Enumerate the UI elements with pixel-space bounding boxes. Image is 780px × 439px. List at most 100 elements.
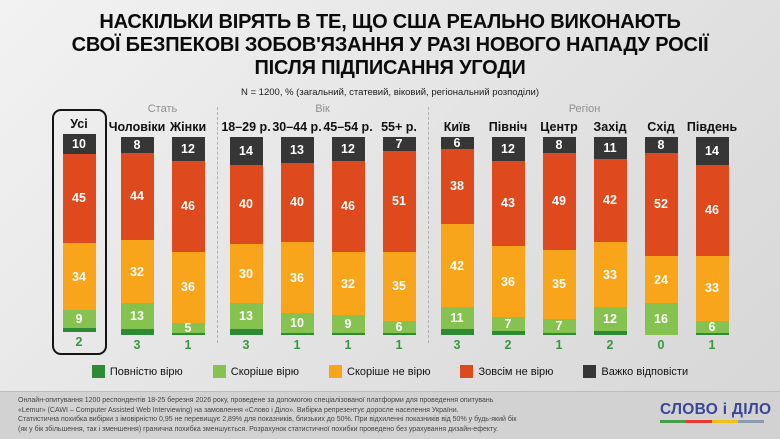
fully-believe-value: 1	[293, 338, 301, 352]
column-label: Центр	[540, 120, 578, 134]
legend-swatch-icon	[91, 365, 105, 378]
segment-totally-no: 40	[229, 164, 263, 244]
group-label: Стать	[147, 103, 178, 115]
bar-column: Північ 12 43 36 7 2	[489, 120, 527, 354]
segment-rather-yes: 11	[440, 307, 474, 330]
segment-totally-no: 51	[382, 150, 416, 252]
logo-underline-segment	[712, 420, 738, 423]
segment-totally-no: 45	[62, 153, 96, 243]
chart-legend: Повністю вірю Скоріше вірю Скоріше не вірю…	[0, 365, 780, 378]
stacked-bar: 13 40 36 10	[280, 137, 314, 335]
segment-hard-to-answer: 8	[120, 137, 154, 153]
bar-column: Захід 11 42 33 12 2	[593, 120, 627, 354]
segment-rather-no: 33	[695, 255, 729, 322]
segment-rather-no: 32	[331, 251, 365, 316]
stacked-bar: 11 42 33 12	[593, 137, 627, 335]
segment-fully-yes	[542, 333, 576, 335]
bar-group: Вік 18–29 р. 14 40 30 13 3 30–44 р. 13 40 36 10 1 45–…	[221, 103, 417, 354]
segment-hard-to-answer: 13	[280, 137, 314, 163]
legend-swatch-icon	[460, 365, 474, 378]
segment-fully-yes	[382, 333, 416, 335]
highlight-box: Усі 10 45 34 9 2	[51, 109, 107, 355]
legend-swatch-icon	[329, 365, 342, 378]
segment-hard-to-answer: 12	[171, 137, 205, 161]
segment-totally-no: 43	[491, 160, 525, 246]
segment-totally-no: 38	[440, 148, 474, 225]
stacked-bar: 8 49 35 7	[542, 137, 576, 335]
segment-rather-no: 34	[62, 242, 96, 311]
segment-rather-yes: 12	[593, 307, 627, 331]
methodology-line-3: Статистична похибка вибірки з імовірніст…	[18, 416, 517, 423]
logo-underline-segment	[660, 420, 686, 423]
group-separator	[427, 107, 429, 343]
legend-swatch-icon	[583, 365, 597, 378]
fully-believe-value: 1	[555, 338, 563, 352]
fully-believe-value: 3	[242, 338, 250, 352]
legend-item: Зовсім не вірю	[460, 365, 553, 378]
bar-column: Усі 10 45 34 9 2	[62, 117, 96, 351]
segment-hard-to-answer: 14	[695, 137, 729, 165]
segment-rather-yes: 16	[644, 303, 678, 335]
group-label: Регіон	[568, 103, 601, 115]
segment-totally-no: 44	[120, 152, 154, 240]
segment-hard-to-answer: 12	[331, 137, 365, 161]
segment-rather-yes: 9	[62, 310, 96, 329]
segment-hard-to-answer: 8	[644, 137, 678, 153]
bar-column: 45–54 р. 12 46 32 9 1	[323, 120, 372, 354]
bar-column: Жінки 12 46 36 5 1	[170, 120, 206, 354]
fully-believe-value: 2	[606, 338, 614, 352]
segment-rather-yes: 13	[229, 303, 263, 330]
segment-hard-to-answer: 10	[62, 134, 96, 154]
stacked-bar-chart: Усі 10 45 34 9 2 Стать Чоловіки 8 44 32 13 3 Жінки 12 4…	[0, 103, 780, 355]
legend-label: Повністю вірю	[109, 365, 183, 378]
fully-believe-value: 2	[504, 338, 512, 352]
fully-believe-value: 3	[453, 338, 461, 352]
segment-rather-yes: 10	[280, 313, 314, 333]
segment-rather-no: 32	[120, 239, 154, 304]
segment-rather-yes: 6	[382, 321, 416, 333]
segment-hard-to-answer: 12	[491, 137, 525, 161]
footer-bar: Онлайн-опитування 1200 респондентів 18-2…	[0, 391, 780, 439]
logo-underline-segment	[686, 420, 712, 423]
segment-rather-yes: 7	[542, 319, 576, 333]
segment-rather-no: 35	[382, 251, 416, 322]
segment-hard-to-answer: 8	[542, 137, 576, 153]
legend-item: Скоріше вірю	[212, 365, 299, 378]
group-label: Вік	[315, 103, 330, 115]
stacked-bar: 12 43 36 7	[491, 137, 525, 335]
segment-totally-no: 46	[695, 164, 729, 256]
column-label: 30–44 р.	[272, 120, 322, 134]
bar-column: 55+ р. 7 51 35 6 1	[381, 120, 417, 354]
segment-totally-no: 42	[593, 158, 627, 242]
legend-swatch-icon	[212, 365, 226, 378]
group-separator	[216, 107, 218, 343]
segment-fully-yes	[593, 331, 627, 335]
page-title: НАСКІЛЬКИ ВІРЯТЬ В ТЕ, ЩО США РЕАЛЬНО ВИ…	[0, 0, 780, 80]
fully-believe-value: 1	[344, 338, 352, 352]
segment-hard-to-answer: 14	[229, 137, 263, 165]
column-label: Чоловіки	[108, 120, 166, 134]
segment-rather-yes: 7	[491, 317, 525, 331]
segment-rather-no: 36	[280, 241, 314, 314]
legend-item: Скоріше не вірю	[329, 365, 430, 378]
fully-believe-value: 2	[75, 335, 83, 349]
segment-rather-yes: 6	[695, 321, 729, 333]
segment-fully-yes	[171, 332, 205, 335]
methodology-line-1: Онлайн-опитування 1200 респондентів 18-2…	[18, 397, 494, 404]
stacked-bar: 14 40 30 13	[229, 137, 263, 335]
bar-column: Схід 8 52 24 16 0	[644, 120, 678, 354]
column-label: 55+ р.	[381, 120, 417, 134]
group-columns: Київ 6 38 42 11 3 Північ 12 43 36 7 2 Центр 8 49 35 7 1 За…	[440, 120, 737, 354]
segment-rather-no: 33	[593, 241, 627, 308]
logo-text: СЛОВО і ДІЛО	[660, 401, 772, 418]
fully-believe-value: 1	[395, 338, 403, 352]
legend-item: Важко відповісти	[583, 365, 688, 378]
fully-believe-value: 1	[708, 338, 716, 352]
bar-group: Регіон Київ 6 38 42 11 3 Північ 12 43 36 7 2 Центр 8 49…	[440, 103, 737, 354]
segment-rather-no: 24	[644, 255, 678, 304]
group-columns: 18–29 р. 14 40 30 13 3 30–44 р. 13 40 36 10 1 45–54 …	[221, 120, 417, 354]
methodology-note: Онлайн-опитування 1200 респондентів 18-2…	[18, 396, 517, 434]
segment-rather-no: 30	[229, 243, 263, 304]
stacked-bar: 14 46 33 6	[695, 137, 729, 335]
page-title-line-2: СВОЇ БЕЗПЕКОВІ ЗОБОВ'ЯЗАННЯ У РАЗІ НОВОГ…	[71, 34, 709, 56]
